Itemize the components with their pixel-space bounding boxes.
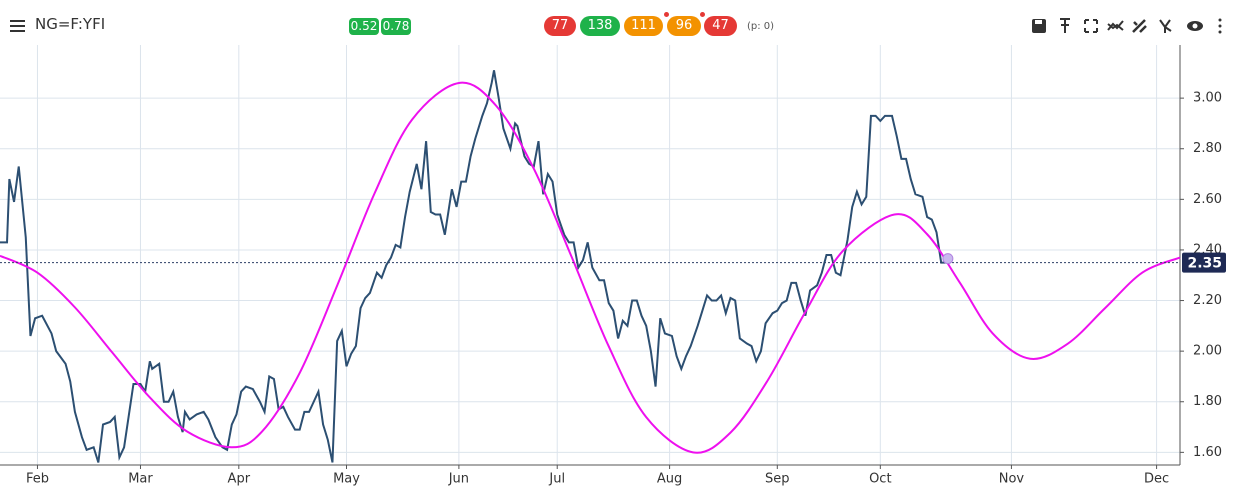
x-tick-label: Aug (657, 472, 682, 487)
y-tick-label: 2.20 (1193, 293, 1222, 308)
y-tick-label: 1.80 (1193, 394, 1222, 409)
y-tick-label: 1.60 (1193, 445, 1222, 460)
pill: 138 (580, 16, 620, 36)
y-tick-label: 2.60 (1193, 192, 1222, 207)
dot (664, 12, 669, 17)
x-tick-label: May (333, 472, 360, 487)
x-tick-label: Feb (26, 472, 49, 487)
x-tick-label: Sep (765, 472, 790, 487)
pill: 47 (704, 16, 737, 36)
pill: 96 (667, 16, 701, 36)
badge: 0.52 (349, 18, 379, 35)
pill: 111 (624, 16, 663, 36)
x-tick-label: Jun (448, 472, 469, 487)
badge: 0.78 (381, 18, 411, 35)
dot (700, 12, 705, 17)
x-tick-label: Dec (1144, 472, 1169, 487)
last-price-label: 2.35 (1187, 256, 1222, 272)
last-point (942, 253, 954, 265)
p-label: (p: 0) (747, 21, 775, 32)
x-tick-label: Mar (128, 472, 153, 487)
x-tick-label: Apr (228, 472, 251, 487)
last-price-box (1182, 252, 1226, 273)
pill: 77 (544, 16, 576, 36)
symbol: NG=F:YFI (35, 15, 106, 33)
menu-icon[interactable] (10, 19, 26, 33)
x-tick-label: Oct (869, 472, 891, 487)
toolbar: NG=F:YFI 0.52 0.78 77 138 111 96 47 (p: … (0, 0, 1238, 46)
series-line (0, 81, 1181, 454)
y-tick-label: 2.00 (1193, 344, 1222, 359)
tool-icons[interactable] (1030, 17, 1230, 37)
x-tick-label: Nov (999, 472, 1025, 487)
series-line (0, 70, 946, 463)
y-tick-label: 3.00 (1193, 91, 1222, 106)
x-tick-label: Jul (548, 472, 565, 487)
y-tick-label: 2.80 (1193, 141, 1222, 156)
